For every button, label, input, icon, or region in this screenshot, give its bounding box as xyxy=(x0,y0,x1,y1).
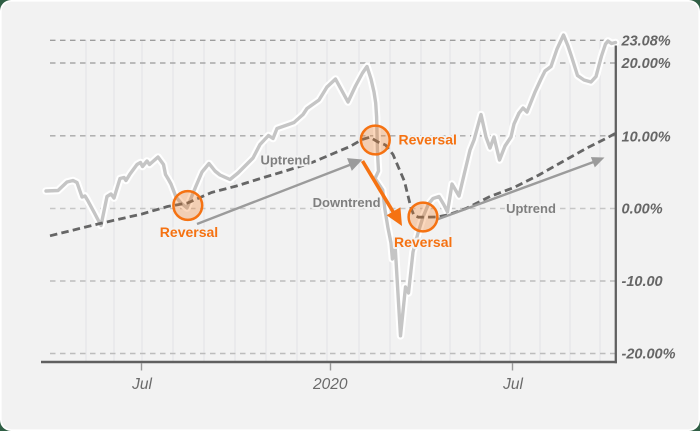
svg-text:Jul: Jul xyxy=(131,376,152,393)
svg-text:Uptrend: Uptrend xyxy=(506,201,556,216)
svg-text:-10.00: -10.00 xyxy=(622,274,663,290)
svg-text:-20.00%: -20.00% xyxy=(622,347,676,363)
svg-text:2020: 2020 xyxy=(312,376,348,393)
svg-text:Jul: Jul xyxy=(502,376,523,393)
svg-text:Uptrend: Uptrend xyxy=(260,153,310,168)
svg-text:0.00%: 0.00% xyxy=(622,202,663,218)
svg-text:10.00%: 10.00% xyxy=(622,129,671,145)
svg-text:Reversal: Reversal xyxy=(160,224,218,240)
svg-text:20.00%: 20.00% xyxy=(621,56,671,72)
svg-text:Reversal: Reversal xyxy=(399,131,457,147)
svg-text:23.08%: 23.08% xyxy=(621,33,671,49)
svg-text:Downtrend: Downtrend xyxy=(313,195,381,210)
svg-text:Reversal: Reversal xyxy=(394,234,452,250)
